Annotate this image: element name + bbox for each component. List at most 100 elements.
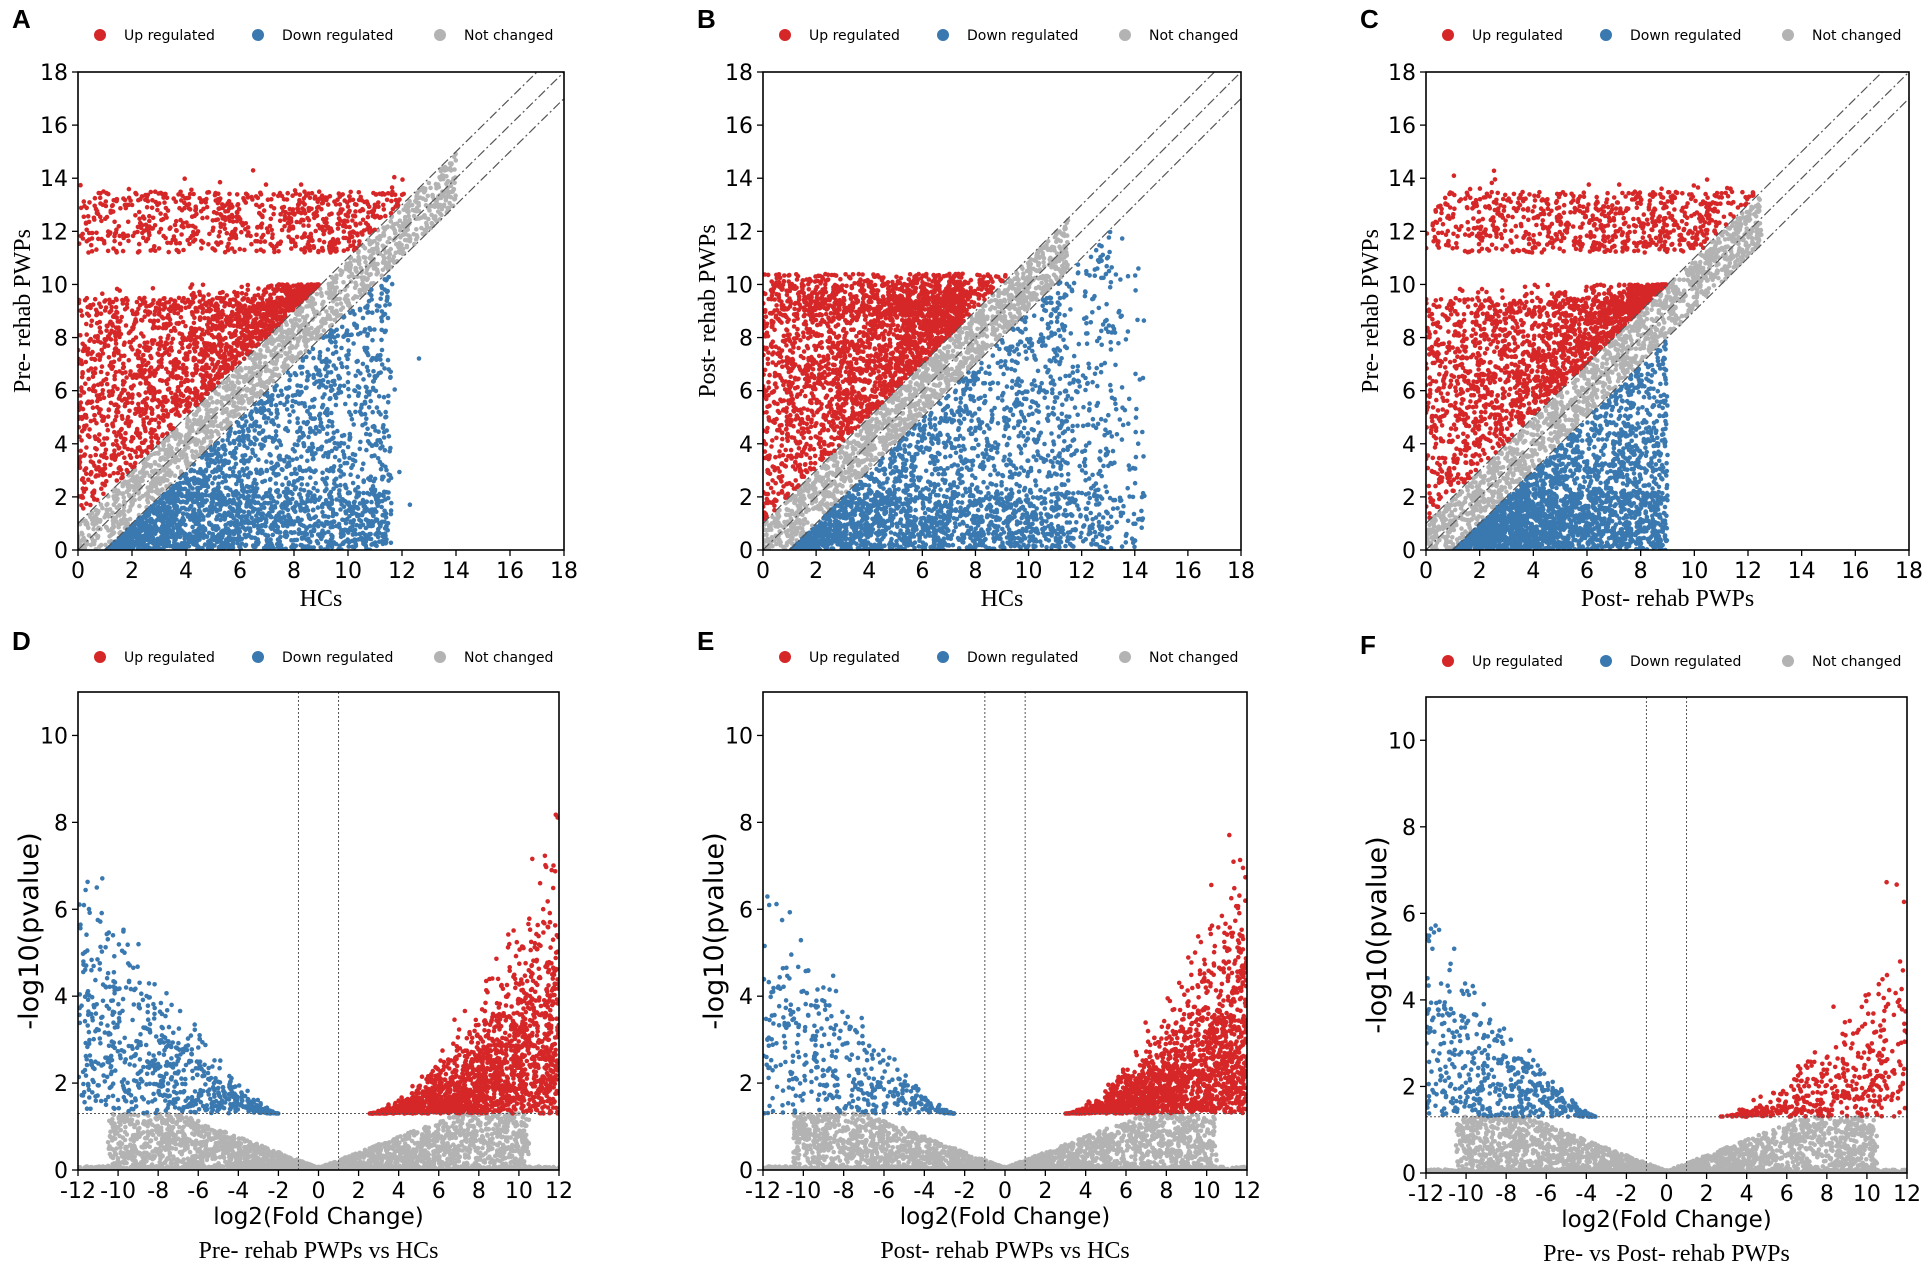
point-down — [285, 507, 291, 513]
point-up — [248, 233, 253, 239]
point-up — [263, 287, 268, 292]
point-down — [227, 466, 233, 472]
point-down — [268, 411, 274, 416]
point-nc — [347, 268, 353, 273]
point-down — [338, 507, 343, 512]
point-down — [380, 462, 385, 468]
point-down — [277, 453, 283, 459]
point-down — [246, 428, 251, 434]
point-up — [99, 218, 104, 224]
point-nc — [148, 452, 154, 458]
point-down — [292, 530, 297, 535]
point-down — [291, 409, 296, 414]
point-down — [256, 470, 261, 475]
point-down — [360, 538, 365, 543]
point-down — [386, 274, 392, 280]
point-down — [366, 521, 371, 526]
point-up — [347, 194, 352, 199]
point-down — [339, 361, 344, 366]
point-down — [352, 505, 357, 511]
point-up — [254, 232, 259, 238]
point-down — [337, 493, 343, 499]
point-down — [311, 527, 317, 532]
point-nc — [385, 239, 391, 245]
point-up — [178, 315, 184, 320]
point-down — [237, 429, 242, 435]
point-down — [339, 345, 344, 351]
point-nc — [223, 425, 228, 431]
point-nc — [277, 334, 283, 339]
point-down — [338, 463, 343, 469]
point-nc — [387, 236, 392, 241]
point-down — [331, 435, 336, 441]
point-down — [338, 498, 343, 504]
point-nc — [303, 348, 309, 354]
point-down — [178, 499, 183, 505]
point-down — [363, 517, 369, 522]
point-nc — [120, 491, 126, 496]
point-down — [330, 513, 336, 519]
point-down — [181, 511, 186, 516]
point-down — [299, 498, 305, 504]
point-nc — [435, 209, 441, 214]
point-nc — [226, 394, 231, 399]
point-down — [316, 429, 322, 434]
point-down — [377, 437, 383, 443]
point-down — [278, 510, 283, 515]
point-nc — [216, 431, 221, 437]
point-up — [124, 301, 130, 307]
point-up — [353, 209, 358, 214]
point-nc — [244, 386, 250, 392]
point-nc — [424, 223, 430, 228]
point-down — [355, 368, 361, 374]
point-down — [191, 491, 197, 497]
point-nc — [452, 196, 458, 201]
point-down — [350, 462, 356, 468]
point-nc — [314, 291, 320, 297]
point-nc — [156, 463, 162, 468]
point-nc — [372, 238, 377, 244]
point-up — [86, 386, 92, 392]
point-nc — [387, 251, 393, 257]
point-down — [374, 357, 379, 363]
point-up — [99, 364, 105, 369]
point-down — [366, 298, 372, 304]
point-down — [344, 485, 349, 491]
point-down — [330, 507, 336, 512]
point-down — [160, 519, 166, 525]
point-down — [386, 478, 391, 483]
point-down — [246, 484, 252, 490]
point-nc — [248, 367, 254, 372]
point-down — [352, 527, 358, 533]
point-down — [366, 392, 372, 397]
point-nc — [196, 407, 202, 413]
point-down — [324, 475, 330, 481]
point-down — [295, 478, 301, 483]
point-down — [278, 388, 284, 394]
point-down — [224, 530, 230, 535]
point-nc — [264, 340, 269, 346]
point-up — [153, 417, 158, 423]
point-nc — [379, 273, 385, 279]
point-nc — [127, 516, 133, 522]
point-up — [93, 452, 98, 458]
point-nc — [352, 285, 358, 291]
point-nc — [236, 412, 242, 417]
point-down — [355, 513, 360, 519]
point-down — [204, 488, 209, 494]
point-nc — [334, 276, 339, 281]
point-nc — [334, 285, 340, 290]
point-down — [314, 426, 319, 431]
point-down — [350, 520, 356, 525]
point-down — [264, 468, 270, 474]
point-down — [276, 472, 281, 477]
point-down — [250, 509, 256, 514]
point-nc — [118, 510, 123, 516]
point-down — [320, 395, 326, 400]
point-down — [220, 438, 225, 443]
point-nc — [264, 384, 270, 390]
point-down — [329, 419, 335, 425]
point-down — [315, 488, 320, 494]
point-up — [337, 202, 343, 207]
